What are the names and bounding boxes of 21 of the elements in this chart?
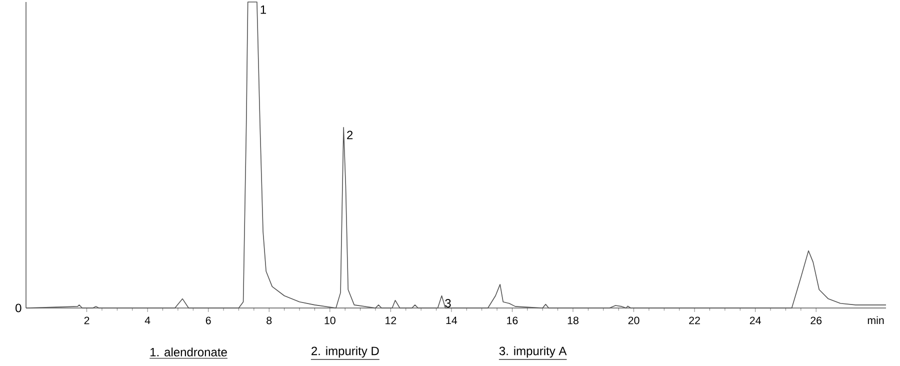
x-tick-label: 12 (386, 316, 396, 324)
annotation: 3 (445, 298, 451, 308)
x-tick-label: 22 (689, 316, 700, 324)
x-tick-label: 6 (206, 316, 211, 324)
x-tick-label: 8 (266, 316, 272, 324)
x-tick-label: 10 (324, 316, 336, 324)
annotation: 1 (260, 5, 266, 14)
x-axis-title: min (868, 316, 884, 324)
x-tick-label: 4 (144, 316, 150, 324)
text: 3. impurity A (499, 346, 567, 358)
x-tick-label: 26 (810, 316, 822, 324)
x-tick-label: 14 (446, 316, 458, 324)
x-tick-label: 18 (568, 316, 578, 324)
x-tick-label: 16 (507, 316, 518, 324)
text: 1. alendronate (150, 348, 227, 356)
x-tick-label: 24 (750, 316, 761, 324)
text: 0 (16, 304, 22, 312)
text: 2. impurity D (312, 346, 379, 358)
x-tick-label: 20 (628, 316, 640, 324)
annotation: 2 (347, 130, 353, 140)
x-tick-label: 2 (84, 316, 90, 324)
